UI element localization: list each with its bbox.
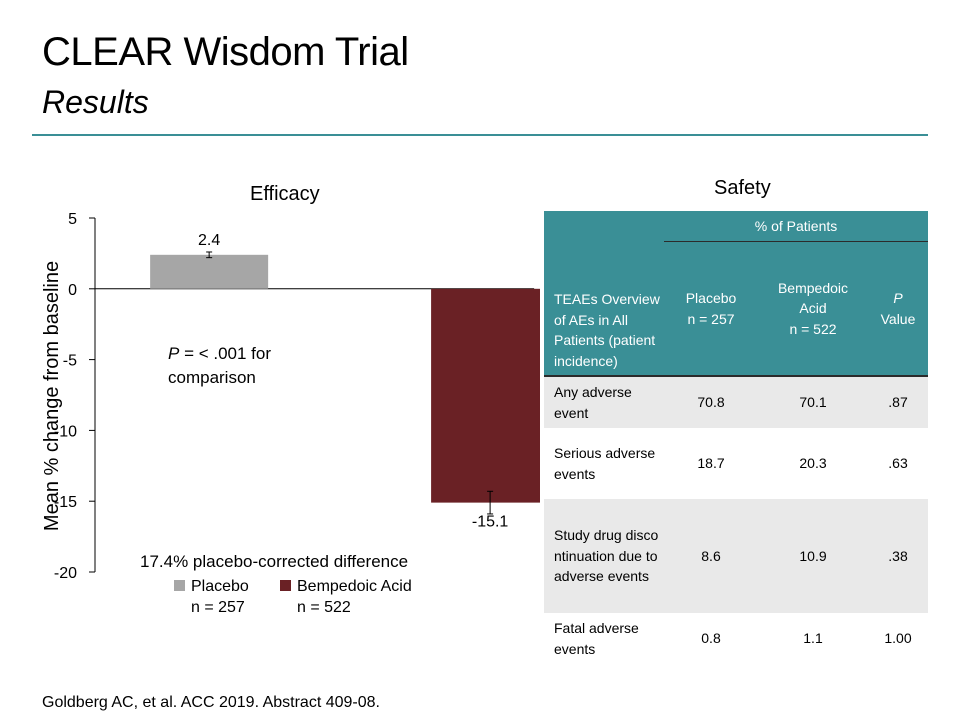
title-divider bbox=[32, 134, 928, 136]
table-subheader-row: Placebo n = 257 Bempedoic Acid n = 522 P… bbox=[544, 241, 928, 376]
cell-p-value: .87 bbox=[868, 375, 928, 428]
p-note-text: = < .001 for comparison bbox=[168, 344, 272, 387]
placebo-header-label: Placebo bbox=[685, 290, 737, 306]
efficacy-chart: 5 0 -5 -10 -15 -20 2.4 -15.1 Mean % change from … bbox=[41, 211, 540, 580]
legend-label-bempedoic: Bempedoic Acid bbox=[297, 578, 412, 595]
group-header-percent: % of Patients bbox=[664, 211, 928, 242]
data-label: 2.4 bbox=[198, 232, 220, 249]
y-tick-label: -5 bbox=[63, 353, 77, 370]
legend-swatch-bempedoic bbox=[280, 580, 291, 591]
chart-title: Efficacy bbox=[250, 183, 320, 205]
y-tick-label: -20 bbox=[54, 565, 77, 580]
row-label: Fatal adverse events bbox=[544, 613, 664, 664]
y-tick-label: -10 bbox=[54, 423, 77, 440]
p-header-italic: P bbox=[893, 290, 903, 306]
y-tick-label: -15 bbox=[54, 494, 77, 511]
placebo-header-n: n = 257 bbox=[687, 310, 735, 327]
column-header-placebo: Placebo n = 257 bbox=[664, 241, 758, 376]
cell-bempedoic: 1.1 bbox=[758, 613, 868, 664]
slide-title: CLEAR Wisdom Trial bbox=[42, 30, 409, 74]
column-header-teaes: TEAEs Overview of AEs in All Patients (p… bbox=[544, 211, 664, 376]
bempedoic-header-label: Bempedoic bbox=[777, 279, 849, 296]
citation-footer: Goldberg AC, et al. ACC 2019. Abstract 4… bbox=[42, 694, 380, 711]
bempedoic-header-n: n = 522 bbox=[789, 320, 837, 337]
cell-p-value: 1.00 bbox=[868, 613, 928, 664]
cell-placebo: 8.6 bbox=[664, 499, 758, 613]
column-header-bempedoic: Bempedoic Acid n = 522 bbox=[758, 241, 868, 376]
cell-bempedoic: 10.9 bbox=[758, 499, 868, 613]
cell-placebo: 18.7 bbox=[664, 428, 758, 499]
legend-item-bempedoic: Bempedoic Acid n = 522 bbox=[280, 576, 412, 618]
bar-placebo bbox=[150, 254, 269, 289]
cell-p-value: .38 bbox=[868, 499, 928, 613]
bar-bempedoic-acid bbox=[431, 288, 540, 503]
y-axis-label: Mean % change from baseline bbox=[41, 261, 63, 531]
cell-bempedoic: 70.1 bbox=[758, 375, 868, 428]
cell-placebo: 70.8 bbox=[664, 375, 758, 428]
difference-label: 17.4% placebo-corrected difference bbox=[140, 552, 409, 571]
table-row: Any adverse event 70.8 70.1 .87 bbox=[544, 375, 928, 428]
safety-table: TEAEs Overview of AEs in All Patients (p… bbox=[544, 211, 928, 664]
bempedoic-header-label-2: Acid bbox=[799, 300, 827, 317]
legend-item-placebo: Placebo n = 257 bbox=[174, 576, 249, 618]
y-tick-label: 5 bbox=[68, 211, 77, 228]
table-header-row: TEAEs Overview of AEs in All Patients (p… bbox=[544, 211, 928, 376]
table-row: Serious adverse events 18.7 20.3 .63 bbox=[544, 428, 928, 499]
cell-p-value: .63 bbox=[868, 428, 928, 499]
legend-label-placebo: Placebo bbox=[191, 578, 249, 595]
cell-bempedoic: 20.3 bbox=[758, 428, 868, 499]
row-label: Serious adverse events bbox=[544, 428, 664, 499]
slide-subtitle: Results bbox=[42, 84, 149, 120]
table-row: Study drug discontinuation due to advers… bbox=[544, 499, 928, 613]
p-italic: P bbox=[168, 344, 180, 363]
cell-placebo: 0.8 bbox=[664, 613, 758, 664]
legend-swatch-placebo bbox=[174, 580, 185, 591]
data-label: -15.1 bbox=[472, 514, 509, 531]
table-row: Fatal adverse events 0.8 1.1 1.00 bbox=[544, 613, 928, 664]
p-header-value: Value bbox=[880, 310, 916, 327]
row-label: Any adverse event bbox=[544, 375, 664, 428]
p-value-note: P = < .001 for comparison bbox=[168, 342, 328, 390]
legend-n-bempedoic: n = 522 bbox=[297, 599, 351, 616]
legend-n-placebo: n = 257 bbox=[191, 599, 245, 616]
y-tick-label: 0 bbox=[68, 282, 77, 299]
row-label: Study drug discontinuation due to advers… bbox=[544, 499, 664, 613]
safety-title: Safety bbox=[714, 177, 771, 199]
column-header-p: P Value bbox=[868, 241, 928, 376]
